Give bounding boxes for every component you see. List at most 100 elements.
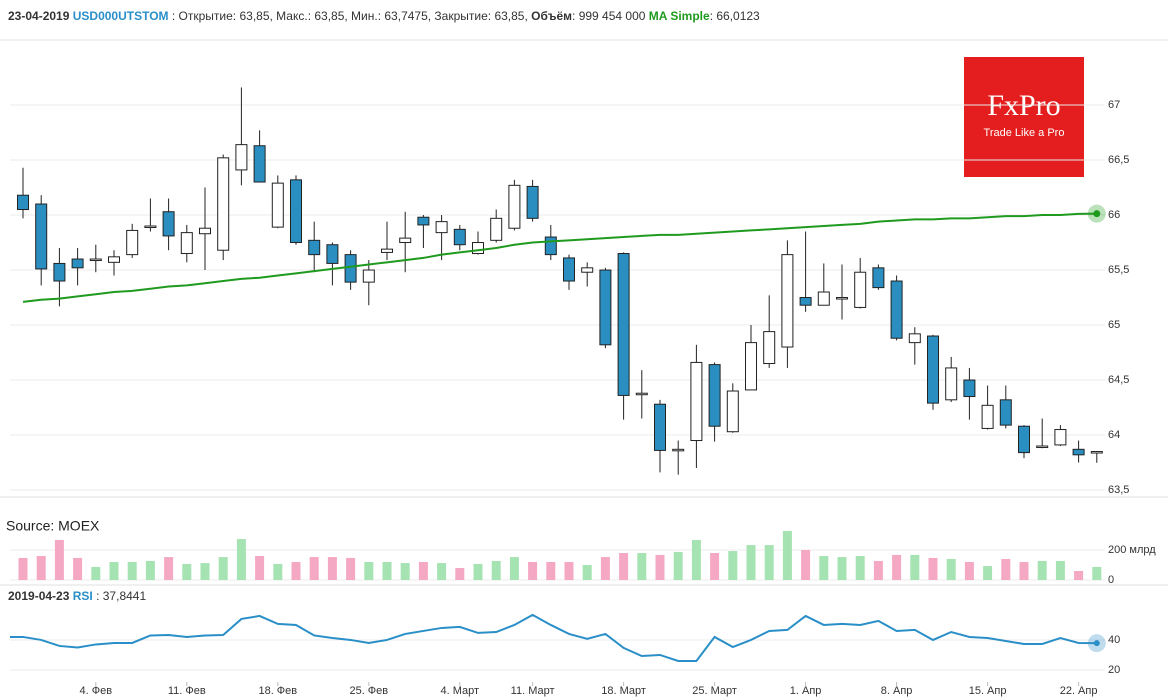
volume-bar (127, 562, 137, 580)
candle-body (963, 379, 976, 398)
candle-body (708, 364, 721, 427)
ma-value: : 66,0123 (710, 9, 760, 23)
candle-body (362, 269, 375, 283)
volume-bar (873, 560, 883, 580)
candle-body (599, 269, 612, 346)
volume-bar (1019, 562, 1029, 580)
candle-body (999, 399, 1012, 426)
volume-bar (964, 562, 974, 580)
candle-body (381, 248, 393, 253)
volume-bar (910, 554, 920, 580)
x-tick-label: 15. Апр (969, 685, 1007, 697)
source: Source: MOEX (6, 518, 100, 534)
volume-bar (655, 554, 665, 580)
ma-line (22, 212, 1097, 303)
candle-body (472, 242, 484, 255)
volume-bar (582, 565, 592, 580)
volume-bar (892, 554, 902, 580)
candle-body (253, 145, 266, 183)
volume-bar (109, 562, 119, 580)
candle-body (1054, 429, 1067, 446)
y-tick-label: 64,5 (1108, 374, 1129, 386)
candle-body (435, 221, 448, 234)
candle-body (417, 216, 430, 226)
volume-bar (455, 568, 465, 580)
candle-body (71, 258, 84, 269)
volume-bar (473, 563, 483, 580)
candle-body (490, 217, 503, 241)
y-tick-label: 63,5 (1108, 484, 1129, 496)
volume-bar (236, 539, 246, 580)
volume-bar (600, 557, 610, 580)
candle-body (53, 262, 66, 282)
candle-body (690, 361, 703, 442)
ma-name: MA Simple (649, 9, 710, 23)
volume-bar (73, 557, 83, 580)
volume-bar (145, 560, 155, 580)
rsi-name: RSI (73, 589, 93, 603)
candle-body (199, 227, 211, 235)
candle-body (836, 297, 848, 300)
candle-body (544, 236, 557, 256)
x-tick-label: 11. Март (511, 685, 555, 697)
x-tick-label: 25. Фев (349, 685, 388, 697)
candle-body (108, 256, 120, 263)
volume-bar (437, 563, 447, 580)
header: 23-04-2019 USD000UTSTOM : Открытие: 63,8… (8, 9, 760, 23)
y-tick-label: 20 (1108, 664, 1120, 676)
y-tick-label: 67 (1108, 99, 1120, 111)
x-tick-label: 4. Март (441, 685, 480, 697)
candle-body (927, 335, 939, 404)
volume-bar (418, 562, 428, 580)
candle-body (1090, 451, 1103, 454)
candle-body (344, 254, 357, 283)
candle-body (563, 257, 575, 282)
y-tick-label: 65,5 (1108, 264, 1129, 276)
x-tick-label: 11. Фев (168, 685, 206, 697)
volume-bar (983, 566, 993, 580)
rsi-value: : 37,8441 (96, 589, 146, 603)
candle-body (854, 271, 867, 308)
volume-bar (746, 545, 756, 580)
volume-bar (164, 557, 174, 580)
volume-bar (637, 553, 647, 580)
volume-bar (837, 557, 847, 580)
volume-bar (819, 556, 829, 580)
y-tick-label: 66,5 (1108, 154, 1129, 166)
rsi-line (10, 613, 1097, 662)
volume-bar (18, 557, 28, 580)
candle-body (35, 203, 48, 270)
candle-body (144, 225, 157, 229)
y-tick-label: 64 (1108, 429, 1120, 441)
volume-bar (255, 556, 265, 580)
y-tick-label: 66 (1108, 209, 1120, 221)
fields: : Открытие: 63,85, Макс.: 63,85, Мин.: 6… (169, 9, 532, 23)
volume-bar (710, 553, 720, 580)
candle-body (617, 253, 630, 396)
volume-bar (928, 557, 938, 580)
candle-body (581, 267, 594, 273)
candle-body (726, 390, 739, 433)
x-tick-label: 22. Апр (1060, 685, 1098, 697)
y-tick-label: 200 млрд (1108, 544, 1156, 556)
x-tick-label: 25. Март (692, 685, 737, 697)
candle-body (271, 182, 284, 228)
candle-body (945, 367, 958, 401)
x-tick-label: 18. Фев (258, 685, 297, 697)
candle-body (180, 232, 193, 255)
volume-bar (273, 563, 283, 580)
candle-body (817, 291, 830, 306)
logo-box (964, 57, 1084, 177)
rsi-header: 2019-04-23 RSI : 37,8441 (8, 589, 146, 603)
x-tick-label: 1. Апр (790, 685, 822, 697)
date: 23-04-2019 (8, 9, 70, 23)
candle-body (17, 194, 29, 211)
volume-value: : 999 454 000 (572, 9, 646, 23)
rsi-last-point (1093, 640, 1100, 647)
candle-body (981, 404, 994, 429)
volume-bar (728, 551, 738, 580)
volume-bar (1074, 571, 1084, 580)
ma-last-point (1093, 210, 1101, 218)
volume-bar (564, 562, 574, 580)
